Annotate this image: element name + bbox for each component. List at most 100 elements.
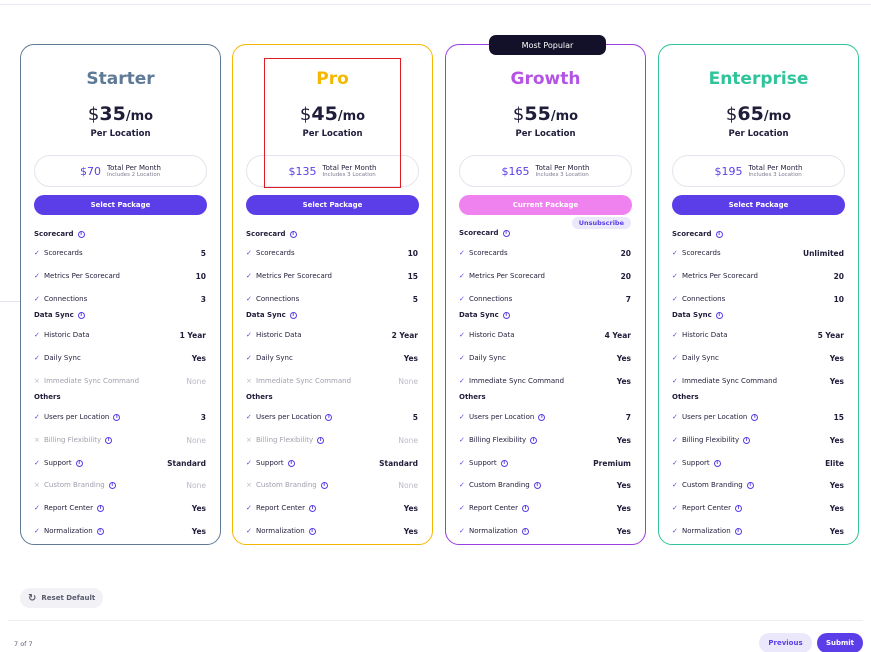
select-package-button[interactable]: Select Package (34, 195, 207, 215)
feature-row: ✓ Metrics Per Scorecard 20 (459, 270, 631, 282)
info-icon[interactable]: i (317, 436, 325, 444)
feature-label: Normalization i (256, 527, 404, 535)
select-package-button[interactable]: Select Package (672, 195, 845, 215)
feature-row: ✓ Users per Location i 7 (459, 411, 631, 423)
info-icon[interactable]: i (735, 504, 742, 512)
feature-label: Metrics Per Scorecard (469, 272, 621, 280)
feature-row: × Custom Branding i None (34, 479, 206, 491)
info-icon[interactable]: i (500, 459, 508, 467)
check-icon: ✓ (246, 331, 252, 339)
feature-label: Normalization i (469, 527, 617, 535)
price-period: /mo (125, 109, 154, 124)
feature-label: Support i (256, 459, 379, 467)
total-label: Total Per Month (748, 163, 803, 172)
feature-value: Yes (403, 353, 418, 363)
check-icon: ✓ (34, 331, 40, 339)
select-package-button[interactable]: Select Package (246, 195, 419, 215)
plan-price: $55/mo (446, 103, 645, 125)
info-icon[interactable]: i (530, 436, 538, 444)
section-scorecard: Scorecard i (246, 230, 297, 238)
total-label: Total Per Month (107, 163, 161, 172)
info-icon[interactable]: i (734, 527, 742, 535)
info-icon[interactable]: i (538, 413, 546, 421)
feature-value: None (398, 435, 418, 445)
previous-button[interactable]: Previous (759, 633, 812, 652)
feature-label: Historic Data (44, 331, 180, 339)
info-icon[interactable]: i (320, 481, 328, 489)
info-icon[interactable]: i (751, 413, 759, 421)
feature-name: Immediate Sync Command (469, 377, 565, 385)
check-icon: ✓ (459, 504, 465, 512)
feature-name: Daily Sync (682, 354, 719, 362)
info-icon[interactable]: i (96, 527, 104, 535)
feature-name: Billing Flexibility (682, 436, 740, 444)
feature-name: Immediate Sync Command (682, 377, 778, 385)
info-icon[interactable]: i (75, 459, 83, 467)
price-amount: 55 (524, 103, 551, 125)
feature-row: ✓ Scorecards 10 (246, 247, 418, 259)
feature-value: Yes (191, 526, 206, 536)
info-icon[interactable]: i (308, 527, 316, 535)
feature-name: Billing Flexibility (469, 436, 527, 444)
info-icon[interactable]: i (521, 527, 529, 535)
feature-name: Metrics Per Scorecard (469, 272, 545, 280)
submit-button[interactable]: Submit (817, 633, 863, 652)
feature-name: Custom Branding (469, 481, 530, 489)
info-icon[interactable]: i (743, 436, 751, 444)
plan-price: $45/mo (233, 103, 432, 125)
check-icon: ✓ (459, 249, 465, 257)
check-icon: ✓ (34, 527, 40, 535)
check-icon: ✓ (672, 459, 678, 467)
feature-label: Report Center i (469, 504, 617, 512)
info-icon: i (77, 311, 85, 319)
unsubscribe-link[interactable]: Unsubscribe (571, 217, 631, 229)
feature-row: ✓ Immediate Sync Command Yes (459, 375, 631, 387)
info-icon[interactable]: i (533, 481, 541, 489)
feature-name: Connections (44, 295, 88, 303)
total-label: Total Per Month (535, 163, 590, 172)
feature-label: Billing Flexibility i (44, 436, 186, 444)
info-icon[interactable]: i (108, 481, 116, 489)
feature-row: ✓ Support i Standard (246, 457, 418, 469)
section-label: Scorecard (672, 230, 712, 238)
section-label: Scorecard (459, 229, 499, 237)
feature-label: Immediate Sync Command (256, 377, 398, 385)
info-icon[interactable]: i (105, 436, 113, 444)
reset-icon: ↻ (28, 592, 37, 604)
total-amount: $165 (501, 164, 530, 178)
feature-label: Users per Location i (469, 413, 626, 421)
info-icon[interactable]: i (713, 459, 721, 467)
check-icon: ✓ (459, 413, 465, 421)
feature-value: Yes (191, 353, 206, 363)
price-currency: $ (299, 104, 312, 125)
check-icon: ✓ (459, 377, 465, 385)
reset-default-button[interactable]: ↻ Reset Default (20, 588, 104, 608)
info-icon: i (289, 311, 297, 319)
info-icon[interactable]: i (309, 504, 316, 512)
info-icon[interactable]: i (287, 459, 295, 467)
feature-name: Report Center (256, 504, 305, 512)
feature-value: None (398, 480, 418, 490)
per-location-label: Per Location (90, 129, 151, 139)
feature-label: Users per Location i (44, 413, 201, 421)
info-icon: i (77, 230, 85, 238)
feature-row: ✓ Connections 5 (246, 293, 418, 305)
current-package-button[interactable]: Current Package (459, 195, 632, 215)
feature-name: Connections (469, 295, 513, 303)
info-icon[interactable]: i (746, 481, 754, 489)
info-icon[interactable]: i (113, 413, 121, 421)
feature-name: Support (44, 459, 72, 467)
feature-label: Normalization i (44, 527, 192, 535)
info-icon[interactable]: i (522, 504, 529, 512)
feature-value: 5 Year (817, 330, 844, 340)
feature-name: Report Center (682, 504, 731, 512)
feature-row: ✓ Scorecards 5 (34, 247, 206, 259)
feature-name: Daily Sync (469, 354, 506, 362)
plan-card-enterprise: Enterprise $65/mo Per Location $195 Total Pe… (658, 44, 859, 545)
feature-label: Connections (44, 295, 201, 303)
info-icon[interactable]: i (325, 413, 333, 421)
info-icon[interactable]: i (97, 504, 104, 512)
total-amount: $70 (80, 164, 102, 178)
price-currency: $ (725, 104, 738, 125)
feature-name: Scorecards (469, 249, 508, 257)
